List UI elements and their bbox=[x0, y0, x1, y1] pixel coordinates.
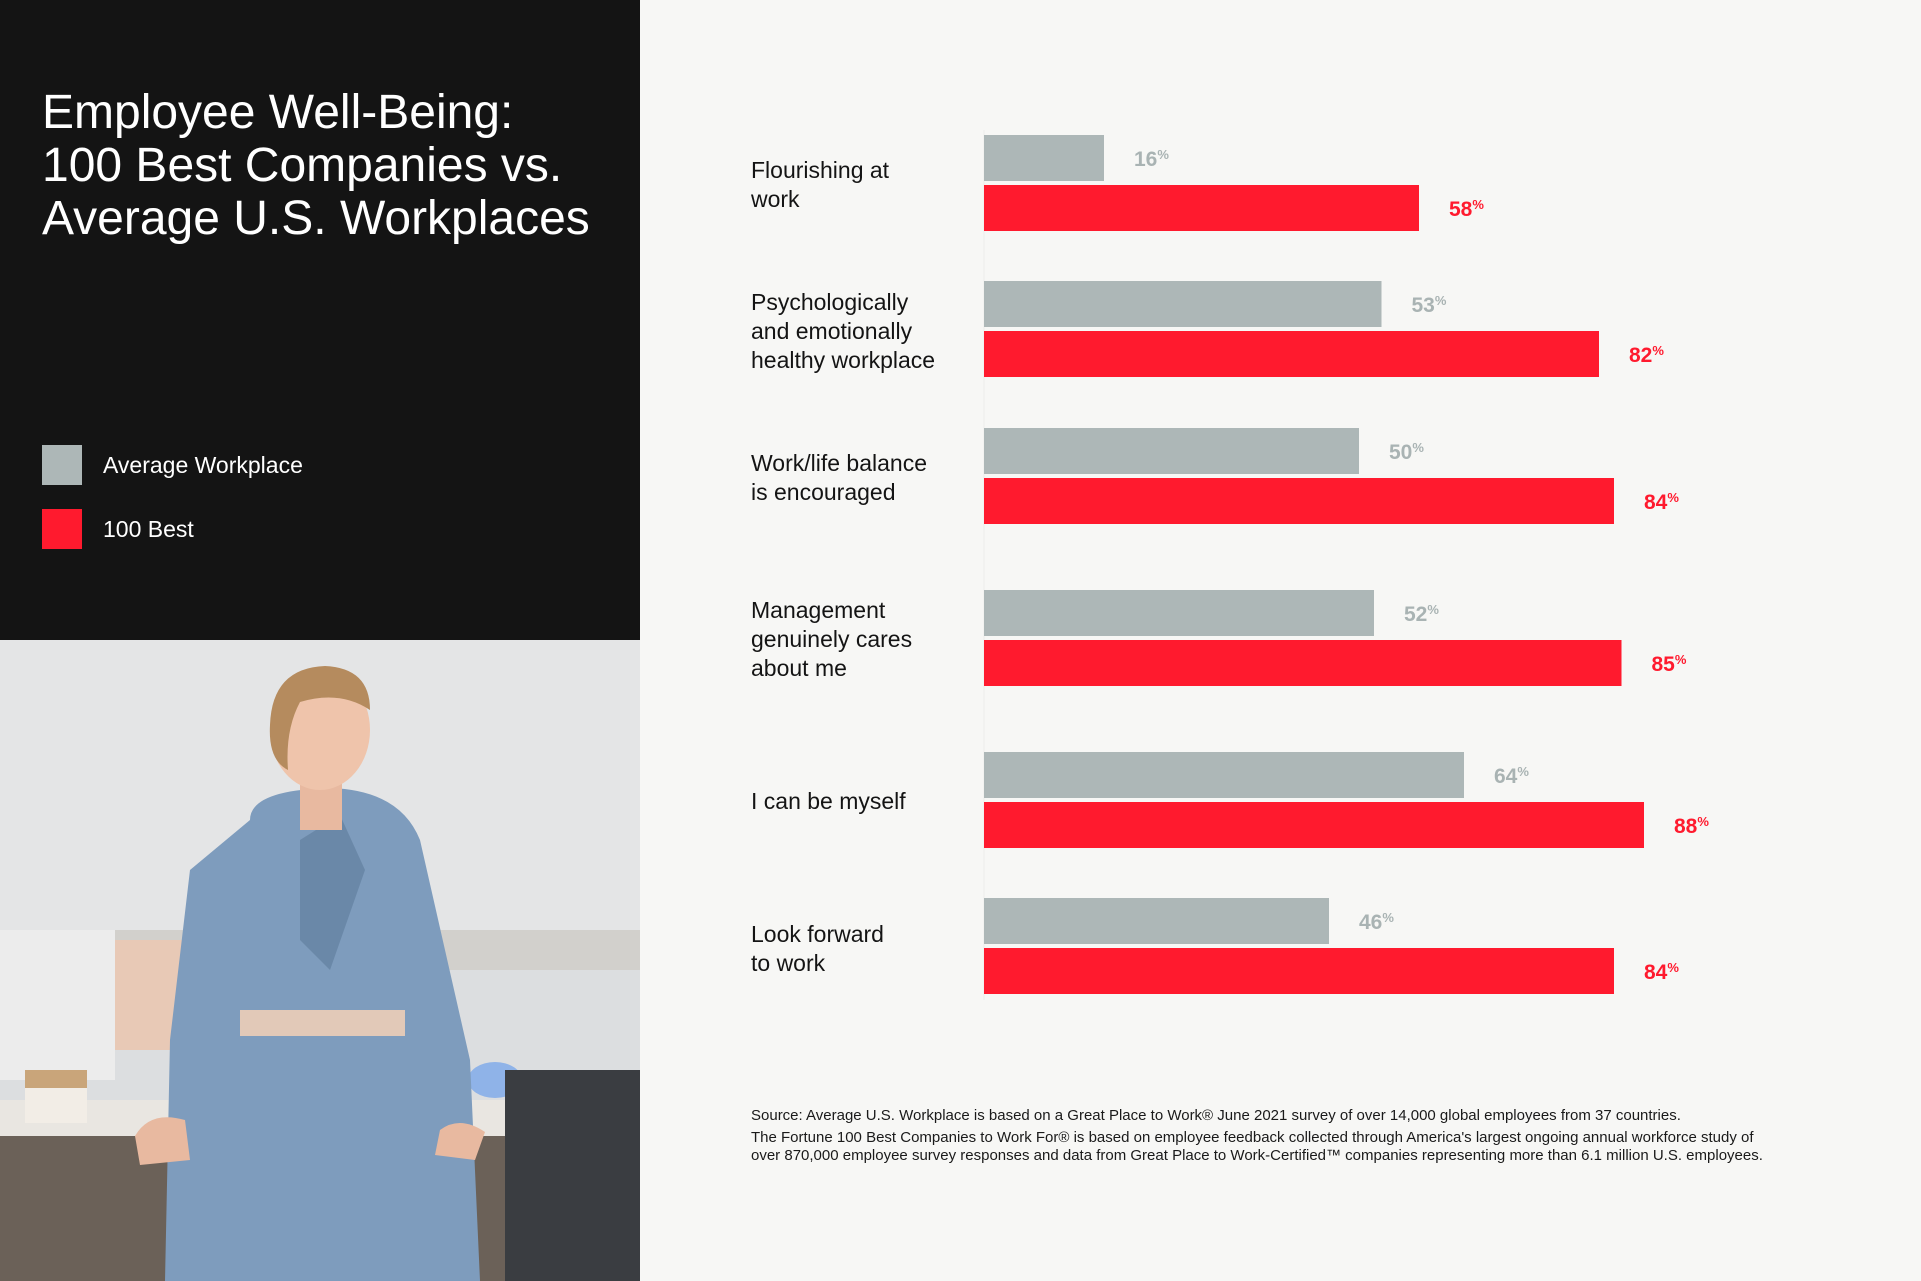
bar-100-best-work-life-balance bbox=[984, 478, 1614, 524]
source-line-1: Source: Average U.S. Workplace is based … bbox=[751, 1107, 1681, 1124]
bar-label-average-be-myself: 64% bbox=[1494, 764, 1529, 788]
chart-area: Flourishing at work Psychologically and … bbox=[640, 0, 1921, 1281]
bar-label-average-flourishing: 16% bbox=[1134, 147, 1169, 171]
bar-average-look-forward bbox=[984, 898, 1329, 944]
bar-average-work-life-balance bbox=[984, 428, 1359, 474]
bar-average-psychologically-healthy bbox=[984, 281, 1382, 327]
bar-average-management-cares bbox=[984, 590, 1374, 636]
bar-100-best-psychologically-healthy bbox=[984, 331, 1599, 377]
bar-label-average-psychologically-healthy: 53% bbox=[1412, 293, 1447, 317]
bar-100-best-management-cares bbox=[984, 640, 1622, 686]
legend-item-average: Average Workplace bbox=[42, 445, 303, 485]
legend-label-100-best: 100 Best bbox=[103, 515, 194, 542]
category-label-psychologically-healthy: Psychologically and emotionally healthy … bbox=[751, 289, 936, 373]
legend-swatch-100-best bbox=[42, 509, 82, 549]
bar-label-100-best-look-forward: 84% bbox=[1644, 960, 1679, 984]
legend-item-100-best: 100 Best bbox=[42, 509, 194, 549]
category-label-look-forward: Look forward to work bbox=[751, 921, 884, 976]
bar-100-best-look-forward bbox=[984, 948, 1614, 994]
title-block: Employee Well-Being: 100 Best Companies … bbox=[0, 0, 640, 640]
source-note: Source: Average U.S. Workplace is based … bbox=[751, 1107, 1771, 1169]
left-panel: Employee Well-Being: 100 Best Companies … bbox=[0, 0, 640, 1281]
bar-label-100-best-be-myself: 88% bbox=[1674, 814, 1709, 838]
bar-average-flourishing bbox=[984, 135, 1104, 181]
legend-swatch-average bbox=[42, 445, 82, 485]
bar-label-100-best-management-cares: 85% bbox=[1652, 652, 1687, 676]
employee-photo bbox=[0, 640, 640, 1281]
bar-label-100-best-flourishing: 58% bbox=[1449, 197, 1484, 221]
chart-title: Employee Well-Being: 100 Best Companies … bbox=[42, 86, 590, 245]
legend-label-average: Average Workplace bbox=[103, 451, 303, 478]
bar-100-best-flourishing bbox=[984, 185, 1419, 231]
category-label-work-life-balance: Work/life balance is encouraged bbox=[751, 450, 927, 505]
category-label-management-cares: Management genuinely cares about me bbox=[751, 597, 913, 681]
category-label-be-myself: I can be myself bbox=[751, 788, 906, 814]
bar-chart: 16% 58% 53% 82% 50% 84% 52% 85% 64% 88% 46% 84% bbox=[983, 130, 1709, 1000]
bar-label-average-management-cares: 52% bbox=[1404, 602, 1439, 626]
bar-average-be-myself bbox=[984, 752, 1464, 798]
category-label-flourishing: Flourishing at work bbox=[751, 157, 890, 212]
bar-label-100-best-work-life-balance: 84% bbox=[1644, 490, 1679, 514]
bar-100-best-be-myself bbox=[984, 802, 1644, 848]
bar-label-100-best-psychologically-healthy: 82% bbox=[1629, 343, 1664, 367]
bar-label-average-work-life-balance: 50% bbox=[1389, 440, 1424, 464]
source-line-2: The Fortune 100 Best Companies to Work F… bbox=[751, 1129, 1763, 1164]
bar-label-average-look-forward: 46% bbox=[1359, 910, 1394, 934]
